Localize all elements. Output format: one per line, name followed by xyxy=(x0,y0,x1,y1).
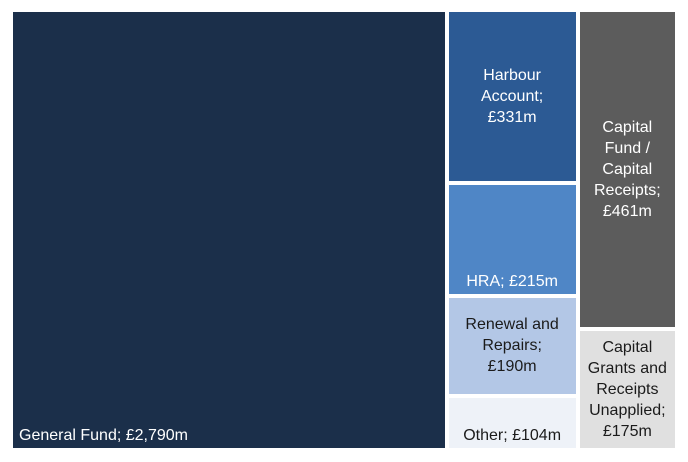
treemap-tile-label: Capital Fund / Capital Receipts; £461m xyxy=(593,118,661,220)
treemap-tile-label: General Fund; £2,790m xyxy=(19,427,188,444)
treemap-tile-hra: HRA; £215m xyxy=(446,183,578,296)
treemap-tile-label: Renewal and Repairs; £190m xyxy=(465,316,559,376)
treemap-tile-harbour-account: Harbour Account; £331m xyxy=(446,10,578,184)
treemap-tile-label: Harbour Account; £331m xyxy=(480,67,544,127)
treemap-tile-general-fund: General Fund; £2,790m xyxy=(11,10,447,450)
treemap-tile-capital-fund-capital-receipts: Capital Fund / Capital Receipts; £461m xyxy=(577,10,677,329)
treemap-tile-label: Other; £104m xyxy=(463,426,562,444)
treemap-tile-label: Capital Grants and Receipts Unapplied; £… xyxy=(587,338,667,440)
treemap-tile-capital-grants-and-receipts-unapplied: Capital Grants and Receipts Unapplied; £… xyxy=(577,328,677,450)
treemap-tile-label: HRA; £215m xyxy=(466,272,558,290)
treemap-tile-renewal-and-repairs: Renewal and Repairs; £190m xyxy=(446,296,578,396)
treemap-tile-other: Other; £104m xyxy=(446,395,578,450)
